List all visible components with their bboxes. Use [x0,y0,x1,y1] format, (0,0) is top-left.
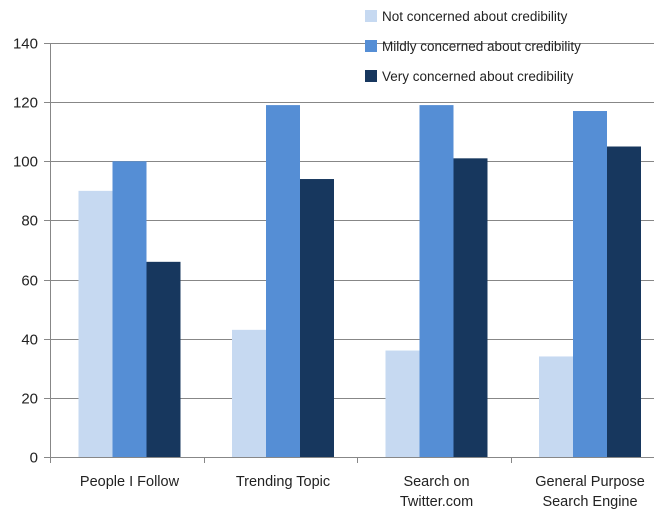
bar-2-4 [573,111,607,457]
x-tick-label: People I Follow [80,474,180,490]
x-axis-labels: People I Follow Trending Topic Search on Tw… [80,474,645,510]
bar-1-3 [385,350,420,457]
y-tick-label: 140 [13,36,38,53]
y-tick-label: 40 [21,332,38,349]
legend-label: Very concerned about credibility [382,69,574,84]
y-tick-label: 0 [30,450,38,467]
bar-1-4 [539,356,573,457]
bar-3-3 [453,158,488,458]
legend-label: Mildly concerned about credibility [382,39,581,54]
y-tick-label: 80 [21,213,38,230]
bar-2-2 [266,105,300,457]
legend-swatch [365,40,377,52]
bar-2-1 [112,161,147,458]
y-tick-label: 100 [13,154,38,171]
x-tick-label: Search Engine [542,494,637,510]
y-axis-ticks: 0 20 40 60 80 100 120 140 [13,36,50,467]
legend-swatch [365,70,377,82]
bar-2-3 [419,105,454,457]
bar-3-2 [300,179,334,457]
x-tick-label: Search on [403,474,469,490]
bar-1-1 [78,190,113,457]
axes [44,43,654,463]
y-tick-label: 20 [21,391,38,408]
x-tick-label: General Purpose [535,474,645,490]
x-tick-label: Twitter.com [400,494,473,510]
legend: Not concerned about credibility Mildly co… [365,9,581,84]
x-tick-label: Trending Topic [236,474,330,490]
bars [78,105,641,458]
bar-3-4 [607,146,641,457]
legend-label: Not concerned about credibility [382,9,568,24]
bar-1-2 [232,329,266,457]
y-tick-label: 120 [13,95,38,112]
y-tick-label: 60 [21,273,38,290]
bar-3-1 [146,261,181,457]
legend-swatch [365,10,377,22]
